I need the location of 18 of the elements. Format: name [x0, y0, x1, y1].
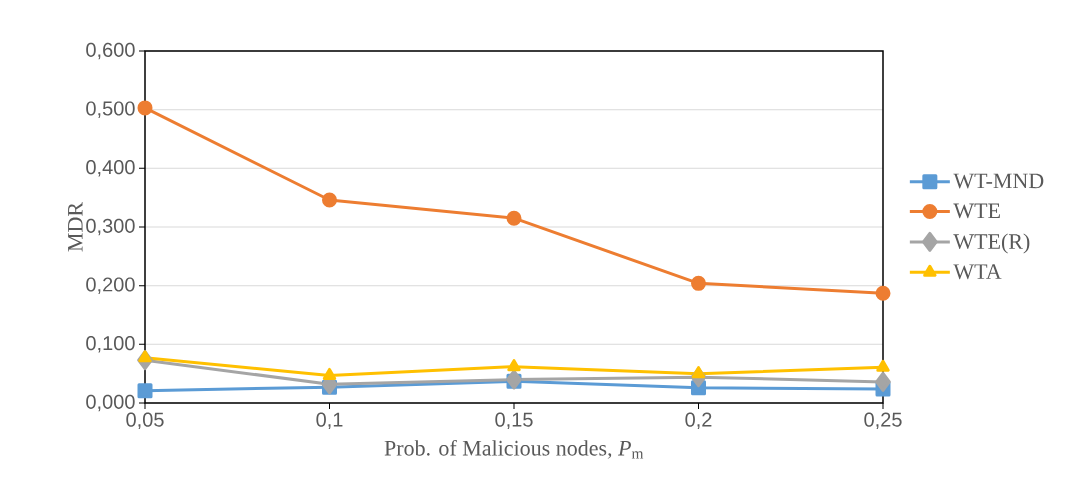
y-tick-label: 0,300: [86, 218, 135, 236]
y-tick-label: 0,200: [86, 277, 135, 294]
y-tick-label: 0,500: [86, 101, 135, 118]
x-tick-label: 0,2: [685, 412, 712, 430]
x-tick-label: 0,1: [316, 412, 343, 430]
x-tick-label: 0,05: [126, 412, 164, 430]
y-tick-label: 0,600: [86, 42, 135, 60]
y-tick-label: 0,100: [86, 336, 135, 353]
x-axis-title: Prob. of Malicious nodes, P$_{m}$: [384, 439, 644, 459]
legend-label: WT-MND: [953, 173, 1044, 189]
legend-label: WTE: [953, 203, 1000, 219]
x-tick-label: 0,15: [495, 412, 533, 430]
legend-label: WTE(R): [953, 233, 1030, 254]
x-tick-label: 0,25: [864, 412, 902, 430]
legend-label: WTA: [953, 264, 1002, 280]
y-tick-label: 0,000: [86, 394, 135, 412]
y-axis-title: MDR: [68, 201, 83, 252]
y-tick-label: 0,400: [86, 160, 135, 177]
